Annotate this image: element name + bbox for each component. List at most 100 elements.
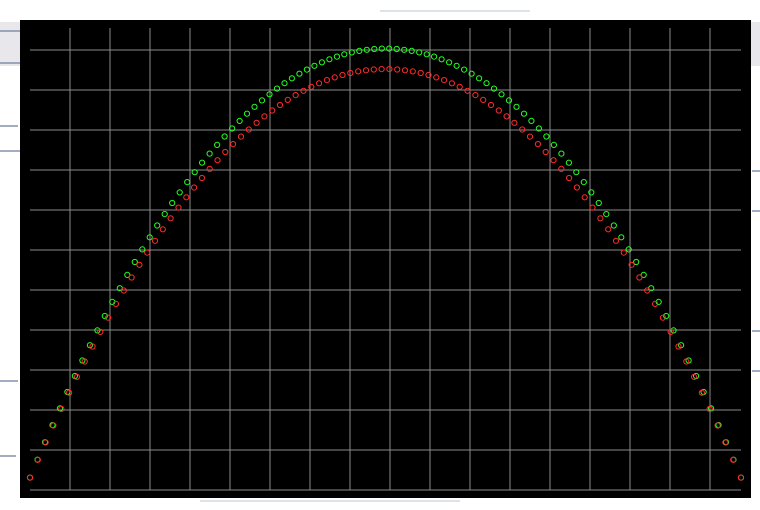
data-point-green [513,103,520,110]
data-point-red [394,66,401,73]
data-point-red [433,74,440,81]
data-point-red [597,215,604,222]
data-point-red [120,287,127,294]
data-point-green [670,327,677,334]
data-point-green [296,70,303,77]
data-point-red [378,66,385,73]
data-point-red [183,194,190,201]
data-point-green [603,211,610,218]
data-point-green [520,110,528,117]
background-artifact [0,380,18,382]
data-point-red [50,422,57,429]
data-point-green [476,75,483,82]
grid [30,28,741,491]
data-point-red [386,66,393,73]
data-point-green [266,91,273,98]
data-point-green [281,80,288,87]
data-point-red [261,113,268,120]
data-point-red [276,101,284,109]
data-point-red [534,141,542,148]
data-point-red [605,226,612,233]
data-point-red [566,174,573,182]
data-point-red [675,343,682,350]
data-point-red [26,474,34,481]
scatter-chart [26,28,745,491]
data-point-red [612,237,620,244]
data-point-red [347,69,354,77]
data-point-green [199,159,206,166]
data-point-red [487,101,495,109]
data-point-red [370,66,377,73]
data-point-red [667,328,674,335]
data-point-red [417,69,424,77]
data-point-green [580,179,587,186]
background-artifact [0,125,18,127]
data-point-green [535,125,543,132]
data-point-green [318,59,325,66]
data-point-green [94,327,101,334]
data-point-red [331,74,338,81]
data-point-green [498,91,505,98]
data-point-red [159,226,166,233]
data-point-red [316,80,323,87]
data-point-red [222,148,229,156]
data-point-red [636,274,643,281]
data-point-red [683,358,690,365]
data-point-green [221,133,228,140]
data-point-red [581,194,588,201]
data-point-green [371,45,378,53]
data-point-green [528,117,535,125]
data-point-red [284,96,291,104]
data-point-green [610,222,617,229]
background-artifact [752,170,760,172]
data-point-red [355,68,362,75]
data-point-red [441,77,448,84]
data-point-green [461,66,468,73]
data-point-red [308,83,315,90]
background-artifact [752,330,760,332]
data-point-green [154,222,161,229]
data-point-red [206,165,213,172]
data-point-green [543,133,550,140]
data-point-green [131,258,138,266]
data-point-red [34,456,41,463]
data-point-green [311,62,318,69]
data-point-red [472,92,479,99]
plot-area [20,20,751,498]
data-point-red [191,184,198,191]
data-point-green [363,46,370,53]
data-point-red [628,261,635,268]
data-point-red [73,373,81,380]
data-point-red [558,165,565,172]
data-point-green [378,45,385,52]
data-point-green [468,70,475,77]
data-point-red [706,405,713,412]
data-point-green [416,49,423,56]
data-point-green [169,199,176,207]
data-point-green [625,246,632,253]
data-point-red [144,249,151,256]
data-point-green [423,51,430,58]
data-point-green [565,159,573,166]
data-point-green [453,62,460,69]
data-point-red [542,148,549,156]
data-point-red [97,328,104,335]
data-point-red [128,274,135,281]
data-point-red [464,87,471,94]
data-point-red [495,107,502,114]
data-point-green [303,66,310,73]
data-point-red [550,157,557,164]
data-point-green [483,80,490,87]
data-point-red [230,141,237,148]
background-artifact [0,62,20,64]
data-point-green [273,85,281,92]
data-point-red [175,204,182,211]
data-point-red [89,343,96,350]
data-point-green [446,59,453,66]
data-point-green [348,49,355,56]
data-point-red [714,422,721,429]
data-point-green [206,150,213,157]
data-point-red [269,107,276,114]
data-point-red [105,314,112,321]
background-artifact [0,30,20,32]
